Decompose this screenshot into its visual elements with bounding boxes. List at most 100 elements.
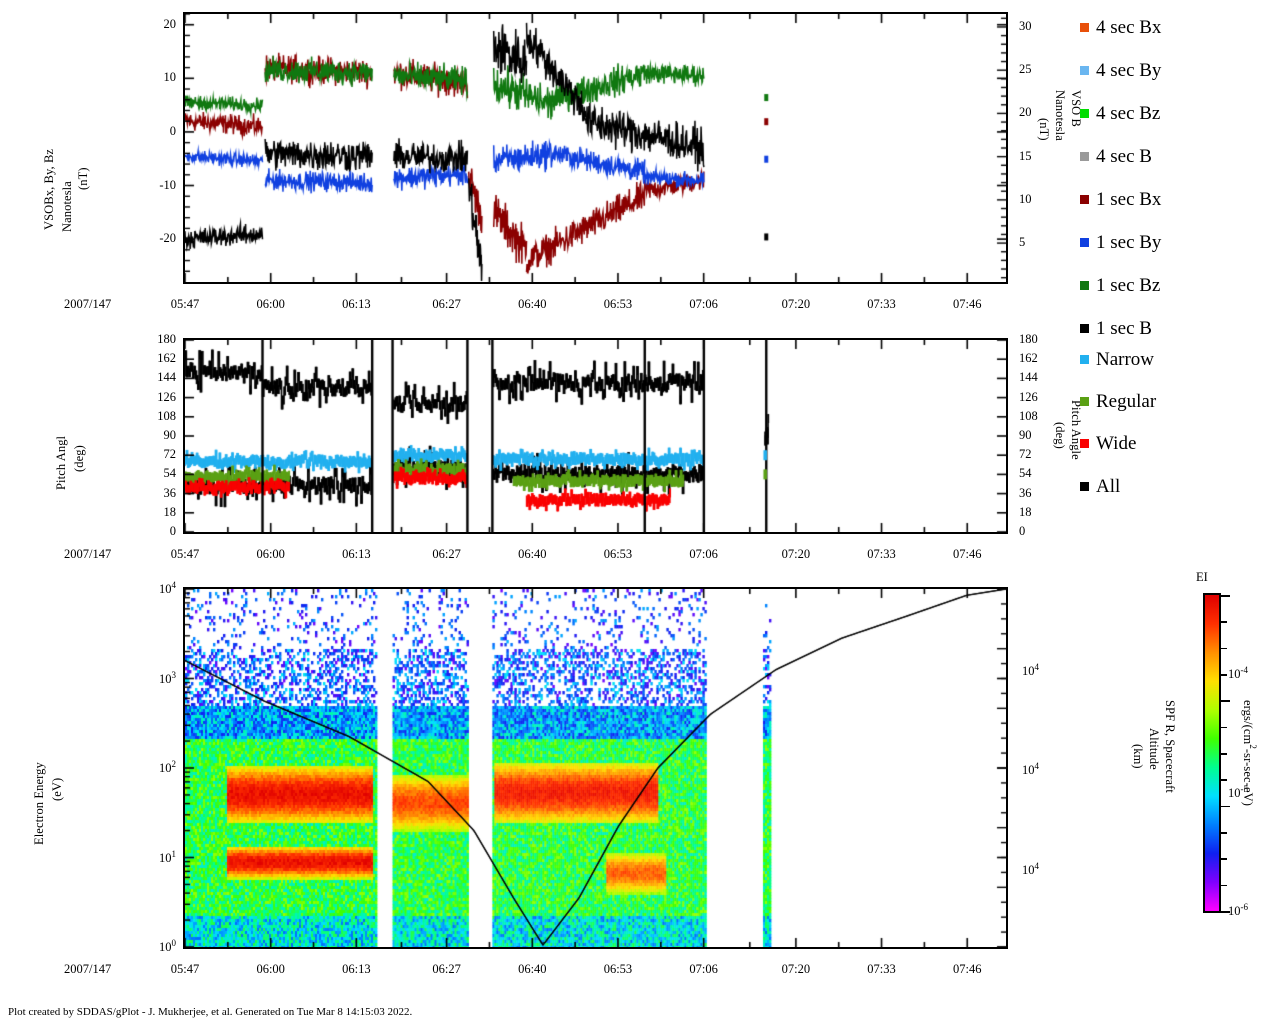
exponent: 0 (171, 938, 177, 948)
exponent: 4 (1034, 861, 1040, 872)
mantissa: 10 (159, 940, 172, 955)
exponent: 2 (171, 759, 177, 769)
panel1-ylabel-line1: VSOBx, By, Bz (42, 148, 56, 230)
x-tick-06:53: 06:53 (603, 297, 633, 311)
legend-label: 4 sec B (1096, 146, 1152, 167)
legend-swatch-icon (1080, 23, 1089, 32)
x-tick-07:20: 07:20 (781, 962, 811, 976)
legend-item-1-sec-b[interactable]: 1 sec B (1080, 319, 1152, 338)
y-tick-p2-left-18: 18 (163, 504, 177, 519)
legend-item-all[interactable]: All (1080, 477, 1120, 496)
legend-label: 1 sec Bx (1096, 189, 1162, 210)
y-tick-right-30: 30 (1019, 18, 1032, 33)
x-tick-06:00: 06:00 (256, 297, 285, 311)
panel-spectrogram-frame (183, 587, 1008, 949)
x-tick-07:06: 07:06 (689, 962, 718, 976)
mantissa: 10 (159, 582, 172, 597)
panel2-ylabel-line2: (deg) (72, 445, 86, 472)
legend-item-4-sec-bz[interactable]: 4 sec Bz (1080, 104, 1160, 123)
legend-label: All (1096, 476, 1121, 497)
colorbar-frame (1203, 593, 1221, 913)
legend-swatch-icon (1080, 152, 1089, 161)
x-tick-05:47: 05:47 (170, 962, 200, 976)
panel-pitch-angle-frame (183, 338, 1008, 534)
exponent: 3 (171, 669, 177, 680)
legend-label: 4 sec By (1096, 60, 1162, 81)
legend-swatch-icon (1080, 397, 1089, 406)
y-tick-p2-left-90: 90 (163, 428, 177, 442)
legend-label: 1 sec B (1096, 318, 1152, 339)
exponent: 4 (1034, 662, 1040, 673)
y-tick-p3-left-10e3: 103 (126, 670, 176, 687)
colorbar-unit-text2: -sr-sec-eV) (1241, 748, 1255, 806)
legend-swatch-icon (1080, 439, 1089, 448)
exponent: -5 (1240, 783, 1249, 794)
panel-magnetic-field-canvas (185, 14, 1006, 282)
colorbar-tick-mark (1221, 753, 1227, 755)
legend-item-4-sec-b[interactable]: 4 sec B (1080, 147, 1152, 166)
colorbar-tick-mark (1221, 726, 1227, 729)
colorbar-unit-sup: 2 (1248, 744, 1259, 749)
x-tick-07:33: 07:33 (867, 547, 896, 561)
x-tick-07:46: 07:46 (952, 297, 982, 311)
legend-item-regular[interactable]: Regular (1080, 392, 1156, 411)
y-tick-right-20: 20 (1019, 105, 1032, 120)
y-tick-p3-left-10e1: 101 (126, 849, 176, 866)
y-tick-p2-left-36: 36 (163, 485, 177, 500)
panel1-right-axis-title: VSO B Nanotesla (nT) (1032, 90, 1092, 240)
legend-swatch-icon (1080, 324, 1089, 333)
y-tick-p3-right-1: 104 (1022, 761, 1066, 778)
y-tick-p2-right-54: 54 (1019, 466, 1032, 481)
y-tick-p3-right-0: 104 (1022, 662, 1066, 679)
colorbar-tick-mark (1221, 858, 1227, 861)
panel-spectrogram-canvas (185, 589, 1006, 947)
legend-item-4-sec-by[interactable]: 4 sec By (1080, 61, 1161, 80)
legend-item-1-sec-bx[interactable]: 1 sec Bx (1080, 190, 1161, 209)
panel1-left-axis-title: VSOBx, By, Bz Nanotesla (nT) (22, 70, 90, 240)
panel2-ylabel-line1: Pitch Angl (54, 435, 68, 490)
y-tick-left--20: -20 (159, 231, 176, 246)
legend-item-wide[interactable]: Wide (1080, 434, 1136, 453)
y-tick-p2-right-0: 0 (1019, 524, 1026, 538)
colorbar-title: EI (1196, 570, 1208, 584)
panel1-ylabel-line3: (nT) (76, 167, 90, 190)
legend-item-narrow[interactable]: Narrow (1080, 350, 1154, 369)
y-tick-right-25: 25 (1019, 62, 1032, 77)
y-tick-p3-left-10e2: 102 (126, 759, 176, 776)
panel3-ylabel-right-line3: (km) (1131, 744, 1145, 769)
y-tick-p3-left-10e0: 100 (126, 938, 176, 955)
mantissa: 10 (159, 671, 172, 686)
mantissa: 10 (159, 850, 172, 865)
legend-item-4-sec-bx[interactable]: 4 sec Bx (1080, 18, 1161, 37)
y-tick-p2-left-72: 72 (163, 447, 177, 462)
x-tick-06:13: 06:13 (342, 297, 371, 311)
x-tick-05:47: 05:47 (170, 297, 200, 311)
legend-swatch-icon (1080, 238, 1089, 247)
legend-label: 1 sec Bz (1096, 275, 1161, 296)
x-tick-06:40: 06:40 (518, 297, 547, 311)
y-tick-p2-right-72: 72 (1019, 447, 1032, 462)
legend-label: Regular (1096, 391, 1157, 412)
colorbar-gradient (1205, 595, 1219, 911)
colorbar-tick-mark (1221, 700, 1230, 703)
x-tick-06:53: 06:53 (603, 547, 633, 561)
panel3-ylabel-right-line1: SPF R, Spacecraft (1163, 700, 1177, 794)
legend-label: 4 sec Bz (1096, 103, 1161, 124)
y-tick-p2-left-180: 180 (157, 332, 176, 346)
colorbar-tick-mark (1221, 805, 1230, 808)
legend-swatch-icon (1080, 66, 1089, 75)
legend-item-1-sec-bz[interactable]: 1 sec Bz (1080, 276, 1160, 295)
legend-swatch-icon (1080, 195, 1089, 204)
cb-tick-1: 10-5 (1228, 784, 1268, 801)
legend-swatch-icon (1080, 355, 1089, 364)
panel1-date-label: 2007/147 (64, 297, 112, 311)
legend-swatch-icon (1080, 281, 1089, 290)
x-tick-07:33: 07:33 (867, 962, 896, 976)
panel3-ylabel-line2: (eV) (50, 777, 64, 801)
y-tick-right-5: 5 (1019, 235, 1026, 250)
legend-item-1-sec-by[interactable]: 1 sec By (1080, 233, 1161, 252)
x-tick-07:46: 07:46 (952, 962, 982, 976)
panel3-ylabel-right-line2: Altitude (1147, 728, 1161, 770)
x-tick-06:53: 06:53 (603, 962, 633, 976)
